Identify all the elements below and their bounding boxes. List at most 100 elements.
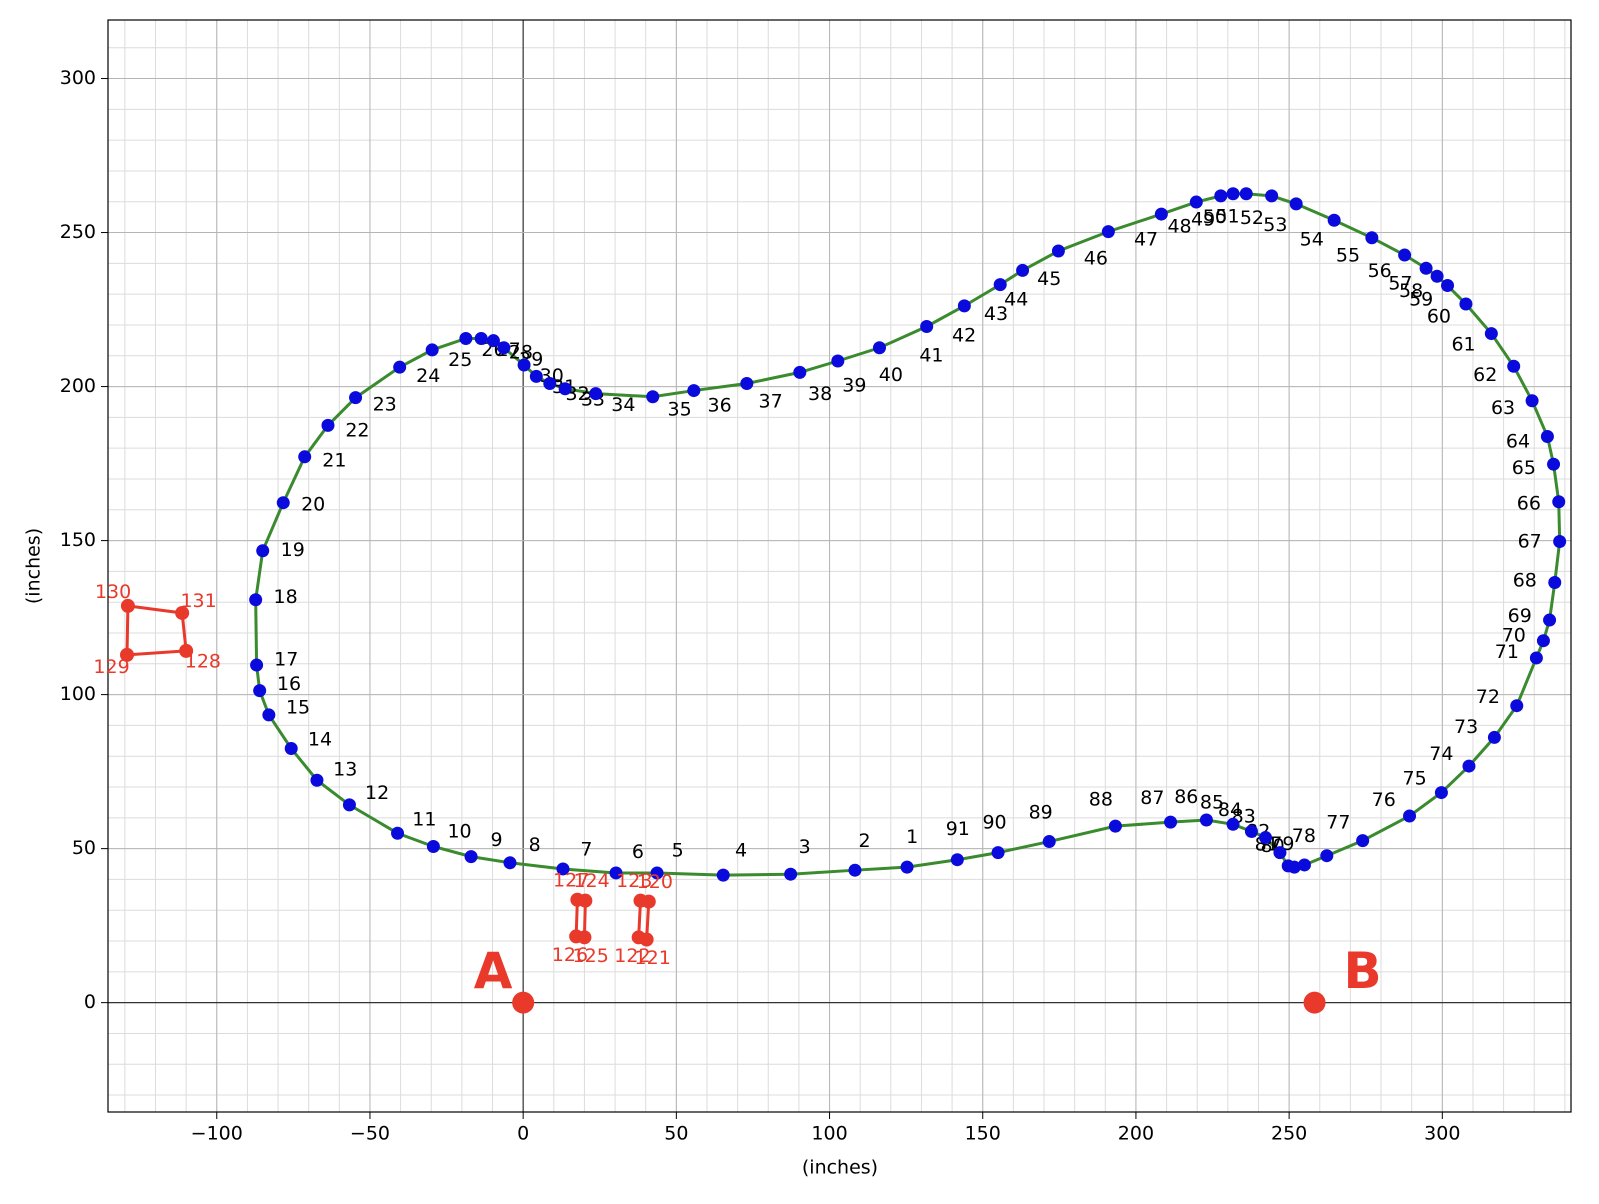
point-label: 41 <box>919 345 943 367</box>
point-label: 20 <box>301 493 325 515</box>
route-point <box>503 856 517 870</box>
point-label: 51 <box>1215 206 1239 228</box>
route-point <box>993 278 1007 292</box>
obstacle-point <box>175 605 190 620</box>
route-point <box>650 866 664 880</box>
route-point <box>1487 730 1501 744</box>
x-tick-label: 100 <box>811 1123 847 1145</box>
point-label: 16 <box>277 673 301 695</box>
route-point <box>1199 813 1213 827</box>
point-label: 59 <box>1409 288 1433 310</box>
point-label: 68 <box>1513 569 1537 591</box>
obstacle-label: 125 <box>573 945 609 967</box>
obstacle-label: 126 <box>552 944 588 966</box>
route-point <box>1226 187 1240 201</box>
route-point <box>1101 225 1115 239</box>
route-point <box>589 387 603 401</box>
route-point <box>1164 815 1178 829</box>
route-point <box>609 866 623 880</box>
point-label: 15 <box>286 696 310 718</box>
point-label: 5 <box>672 840 684 862</box>
point-label: 11 <box>412 808 436 830</box>
point-label: 8 <box>529 834 541 856</box>
x-tick-label: 200 <box>1118 1123 1154 1145</box>
obstacle-point <box>577 930 592 945</box>
y-tick-label: 250 <box>60 221 96 243</box>
route-point <box>1398 248 1412 262</box>
point-label: 84 <box>1218 799 1242 821</box>
y-tick-label: 50 <box>72 837 96 859</box>
route-point <box>425 343 439 357</box>
point-label: 56 <box>1368 260 1392 282</box>
route-point <box>249 593 263 607</box>
route-point <box>1529 651 1543 665</box>
point-label: 43 <box>984 303 1008 325</box>
route-point <box>1356 834 1370 848</box>
y-tick-label: 200 <box>60 375 96 397</box>
point-label: 89 <box>1029 801 1053 823</box>
route-point <box>957 299 971 313</box>
route-point <box>1510 699 1524 713</box>
route-point <box>459 332 473 346</box>
route-point <box>1536 634 1550 648</box>
point-label: 67 <box>1518 530 1542 552</box>
y-tick-label: 300 <box>60 67 96 89</box>
route-point <box>1244 824 1258 838</box>
point-label: 24 <box>416 365 440 387</box>
point-label: 88 <box>1089 788 1113 810</box>
route-point <box>1552 495 1566 509</box>
point-label: 39 <box>842 375 866 397</box>
route-point <box>1365 231 1379 245</box>
point-label: 44 <box>1004 288 1028 310</box>
point-label: 3 <box>799 836 811 858</box>
x-tick-label: 0 <box>517 1123 529 1145</box>
route-point <box>1548 575 1562 589</box>
route-point <box>474 332 488 346</box>
point-label: 45 <box>1037 268 1061 290</box>
route-point <box>1265 189 1279 203</box>
point-label: 6 <box>632 841 644 863</box>
marker-label: A <box>474 942 513 1000</box>
route-point <box>1108 819 1122 833</box>
point-label: 58 <box>1399 280 1423 302</box>
point-label: 62 <box>1473 364 1497 386</box>
route-point <box>1484 327 1498 341</box>
obstacle-label: 128 <box>185 650 221 672</box>
point-label: 86 <box>1174 786 1198 808</box>
marker-label: B <box>1343 942 1381 1000</box>
route-point <box>1430 269 1444 283</box>
route-point <box>1327 213 1341 227</box>
route-point <box>1239 187 1253 201</box>
route-point <box>391 826 405 840</box>
point-label: 37 <box>758 390 782 412</box>
route-point <box>1042 835 1056 849</box>
obstacle-label: 129 <box>93 656 129 678</box>
point-label: 49 <box>1191 209 1215 231</box>
point-label: 64 <box>1506 431 1530 453</box>
route-point <box>1259 831 1273 845</box>
route-point <box>426 839 440 853</box>
point-label: 69 <box>1508 605 1532 627</box>
route-point <box>298 450 312 464</box>
x-tick-label: 250 <box>1271 1123 1307 1145</box>
point-label: 55 <box>1336 244 1360 266</box>
route-point <box>1462 759 1476 773</box>
point-label: 85 <box>1200 791 1224 813</box>
point-label: 47 <box>1134 228 1158 250</box>
point-label: 1 <box>906 826 918 848</box>
point-label: 19 <box>281 539 305 561</box>
route-point <box>687 384 701 398</box>
route-point <box>1403 809 1417 823</box>
point-label: 2 <box>858 830 870 852</box>
route-point <box>1281 859 1295 873</box>
route-point <box>342 798 356 812</box>
obstacle-label: 127 <box>553 869 589 891</box>
point-label: 90 <box>982 811 1006 833</box>
route-point <box>1459 297 1473 311</box>
point-label: 13 <box>333 759 357 781</box>
x-axis-label: (inches) <box>802 1157 878 1179</box>
point-label: 66 <box>1517 493 1541 515</box>
route-point <box>517 358 531 372</box>
point-label: 21 <box>322 449 346 471</box>
y-tick-label: 0 <box>84 991 96 1013</box>
